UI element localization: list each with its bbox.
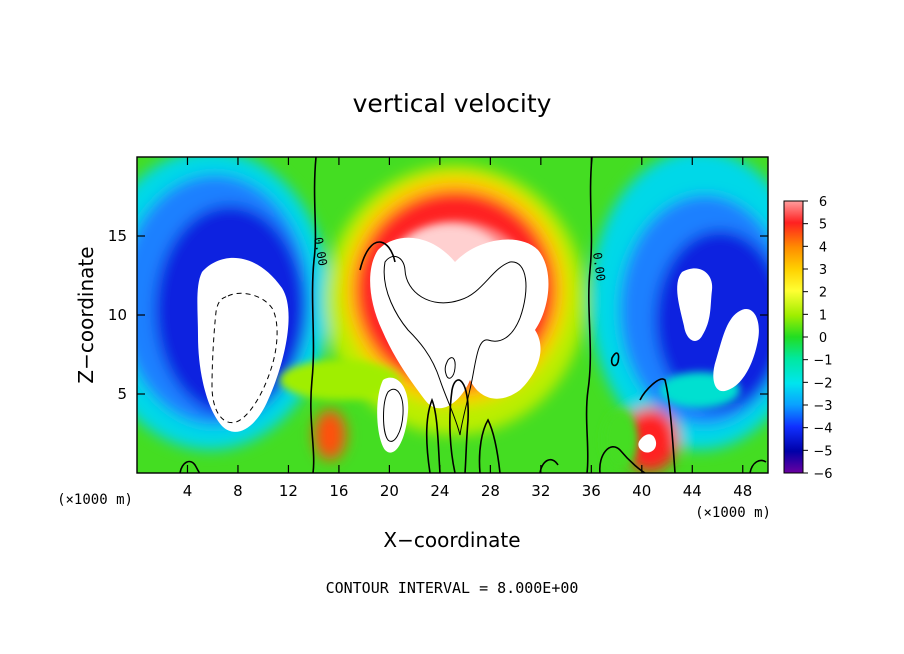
colorbar-tick-label: −4 [813, 422, 832, 437]
x-tick-label: 28 [481, 482, 500, 500]
colorbar-tick-label: 0 [819, 331, 827, 346]
x-tick-label: 48 [733, 482, 752, 500]
y-axis-title: Z−coordinate [74, 246, 98, 383]
x-unit-label-right: (×1000 m) [695, 505, 771, 521]
x-tick-label: 8 [233, 482, 243, 500]
colorbar-tick-label: −2 [813, 376, 832, 391]
x-tick-label: 32 [531, 482, 550, 500]
chart-title: vertical velocity [353, 89, 552, 118]
colorbar-tick-label: 1 [819, 308, 827, 323]
contour-interval-note: CONTOUR INTERVAL = 8.000E+00 [326, 579, 579, 597]
colorbar-tick-label: −3 [813, 399, 832, 414]
y-axis-ticks: 5 10 15 [108, 227, 768, 403]
x-tick-label: 16 [329, 482, 348, 500]
colorbar-tick-label: 6 [819, 195, 827, 210]
colorbar-tick-label: 2 [819, 286, 827, 301]
colorbar-tick-label: 5 [819, 218, 827, 233]
x-axis-title: X−coordinate [383, 528, 520, 552]
y-tick-label: 5 [117, 385, 127, 403]
y-tick-label: 10 [108, 306, 127, 324]
colorbar-tick-label: −6 [813, 467, 832, 482]
x-tick-label: 12 [279, 482, 298, 500]
colorbar-ticks: 6 5 4 3 2 1 0 −1 −2 −3 −4 −5 −6 [803, 195, 833, 482]
x-tick-label: 4 [183, 482, 193, 500]
x-axis-ticks: 4 8 12 16 20 24 28 32 36 40 44 48 [183, 157, 752, 500]
contour-label-left: 0.00 [311, 236, 330, 267]
colorbar [783, 200, 804, 474]
x-tick-label: 20 [380, 482, 399, 500]
colorbar-tick-label: −1 [813, 354, 832, 369]
y-tick-label: 15 [108, 227, 127, 245]
x-unit-label-left: (×1000 m) [57, 492, 133, 508]
x-tick-label: 36 [582, 482, 601, 500]
heatmap-field [137, 157, 768, 473]
x-tick-label: 40 [632, 482, 651, 500]
colorbar-tick-label: −5 [813, 444, 832, 459]
colorbar-tick-label: 3 [819, 263, 827, 278]
colorbar-tick-label: 4 [819, 240, 827, 255]
contour-label-right: 0.00 [590, 251, 608, 282]
x-tick-label: 24 [430, 482, 449, 500]
x-tick-label: 44 [683, 482, 702, 500]
